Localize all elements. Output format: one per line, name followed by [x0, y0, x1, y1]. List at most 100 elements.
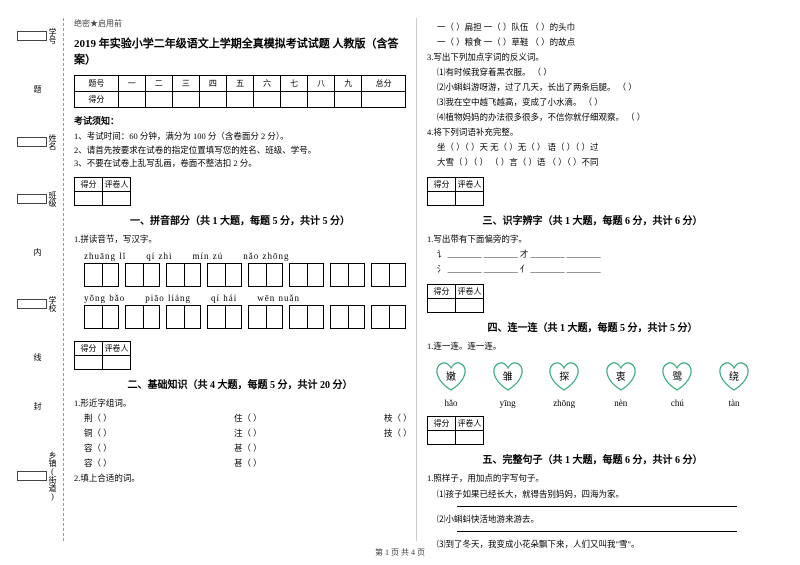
box-town[interactable]: [17, 471, 47, 481]
box-xuehao[interactable]: [17, 31, 47, 41]
sc-7[interactable]: [281, 92, 308, 108]
py-1-0: yǒng bǎo: [84, 293, 125, 303]
notice-2: 2、请首先按要求在试卷的指定位置填写您的姓名、班级、学号。: [74, 144, 406, 158]
ms2-b1[interactable]: [75, 355, 103, 369]
ms3-defen: 得分: [428, 178, 456, 192]
tian-box[interactable]: [125, 305, 160, 329]
heart-0[interactable]: 嫩: [431, 358, 471, 392]
pair-0-0: 荆（ ）: [84, 412, 214, 424]
pair-2-0: 容（ ）: [84, 442, 214, 454]
answer-line-0[interactable]: [457, 506, 737, 507]
tian-box[interactable]: [166, 263, 201, 287]
side-field-school: 学校: [17, 296, 58, 312]
pair-row-3: 容（ ） 甚（ ）: [84, 457, 406, 469]
q2-2-label: 2.填上合适的词。: [74, 472, 406, 484]
heart-5[interactable]: 绕: [714, 358, 754, 392]
sc-8[interactable]: [308, 92, 335, 108]
ms3-pj: 评卷人: [456, 178, 484, 192]
th-9: 九: [335, 76, 362, 92]
q5-item-0: ⑴孩子如果已经长大，就得告别妈妈，四海为家。: [437, 488, 758, 500]
q4-1-label: 1.连一连。连一连。: [427, 340, 758, 352]
ms-b2[interactable]: [103, 191, 131, 205]
tian-box[interactable]: [289, 305, 324, 329]
sc-4[interactable]: [199, 92, 226, 108]
th-6: 六: [254, 76, 281, 92]
secret-label: 绝密★启用前: [74, 18, 406, 29]
score-value-row: 得分: [75, 92, 406, 108]
tian-box[interactable]: [289, 263, 324, 287]
heart-3[interactable]: 衷: [601, 358, 641, 392]
notice-3: 3、不要在试卷上乱写乱画，卷面不整洁扣 2 分。: [74, 157, 406, 171]
tian-box[interactable]: [84, 263, 119, 287]
tian-box[interactable]: [248, 263, 283, 287]
side-field-town: 乡镇(街道): [17, 451, 58, 501]
side-field-name: 姓名: [17, 134, 58, 150]
ms-b1[interactable]: [75, 191, 103, 205]
q3-1-label: 1.写出带有下面偏旁的字。: [427, 233, 758, 245]
sc-1[interactable]: [118, 92, 145, 108]
mini-score-3: 得分评卷人: [427, 177, 484, 206]
sc-2[interactable]: [145, 92, 172, 108]
ms5-b2[interactable]: [456, 431, 484, 445]
tian-box[interactable]: [207, 263, 242, 287]
tian-box[interactable]: [125, 263, 160, 287]
hp-4: chú: [657, 398, 697, 408]
tian-box[interactable]: [330, 305, 365, 329]
pinyin-row-1: zhuāng lǐ qí zhì mín zú nǎo zhōng: [84, 251, 406, 261]
heart-1[interactable]: 雏: [488, 358, 528, 392]
heart-4[interactable]: 鹭: [657, 358, 697, 392]
ms5-pj: 评卷人: [456, 417, 484, 431]
row-label: 得分: [75, 92, 119, 108]
label-class: 班级: [47, 191, 58, 207]
tian-row-1: [84, 263, 406, 287]
sc-9[interactable]: [335, 92, 362, 108]
tian-box[interactable]: [84, 305, 119, 329]
th-2: 二: [145, 76, 172, 92]
tian-box[interactable]: [207, 305, 242, 329]
tian-box[interactable]: [371, 305, 406, 329]
tian-box[interactable]: [330, 263, 365, 287]
box-name[interactable]: [17, 137, 47, 147]
th-0: 题号: [75, 76, 119, 92]
notice-1: 1、考试时间：60 分钟，满分为 100 分（含卷面分 2 分）。: [74, 130, 406, 144]
ms3-b1[interactable]: [428, 192, 456, 206]
ms2-b2[interactable]: [103, 355, 131, 369]
heart-char-0: 嫩: [446, 368, 456, 383]
q2-3-2: ⑶我在空中越飞越高，变成了小水滴。 （ ）: [437, 96, 758, 108]
box-class[interactable]: [17, 194, 47, 204]
heart-row: 嫩 雏 探 衷 鹭 绕: [431, 358, 754, 392]
pair-row-0: 荆（ ） 住（ ） 枝（ ）: [84, 412, 406, 424]
sc-5[interactable]: [226, 92, 253, 108]
section-1-title: 一、拼音部分（共 1 大题，每题 5 分，共计 5 分）: [74, 212, 406, 227]
th-1: 一: [118, 76, 145, 92]
heart-2[interactable]: 探: [544, 358, 584, 392]
tian-box[interactable]: [248, 305, 283, 329]
exam-page: 学号 题 姓名 班级 内 学校 线 封 乡镇(街道) 绝密★启用前 2019 年…: [0, 0, 800, 545]
pair-2-1: 甚（ ）: [234, 442, 364, 454]
score-table: 题号 一 二 三 四 五 六 七 八 九 总分 得分: [74, 75, 406, 108]
hp-5: tàn: [714, 398, 754, 408]
ms5-defen: 得分: [428, 417, 456, 431]
py-0-3: nǎo zhōng: [243, 251, 289, 261]
q2-3-1: ⑵小蝌蚪游呀游，过了几天，长出了两条后腿。 （ ）: [437, 81, 758, 93]
ms2-defen: 得分: [75, 341, 103, 355]
ms-defen: 得分: [75, 177, 103, 191]
sc-6[interactable]: [254, 92, 281, 108]
tian-box[interactable]: [371, 263, 406, 287]
ms4-b2[interactable]: [456, 299, 484, 313]
q1-label: 1.拼读音节，写汉字。: [74, 233, 406, 245]
ms5-b1[interactable]: [428, 431, 456, 445]
q2-4-0: 坐（ ）（ ）天 无（ ）无（ ） 语（ ）（ ）过: [437, 141, 758, 153]
sc-10[interactable]: [362, 92, 406, 108]
section-2-title: 二、基础知识（共 4 大题，每题 5 分，共计 20 分）: [74, 376, 406, 391]
answer-line-1[interactable]: [457, 531, 737, 532]
ms4-b1[interactable]: [428, 299, 456, 313]
box-school[interactable]: [17, 299, 47, 309]
score-header-row: 题号 一 二 三 四 五 六 七 八 九 总分: [75, 76, 406, 92]
ms2-pj: 评卷人: [103, 341, 131, 355]
pair-0-1: 住（ ）: [234, 412, 364, 424]
tian-box[interactable]: [166, 305, 201, 329]
label-school: 学校: [47, 296, 58, 312]
sc-3[interactable]: [172, 92, 199, 108]
ms3-b2[interactable]: [456, 192, 484, 206]
